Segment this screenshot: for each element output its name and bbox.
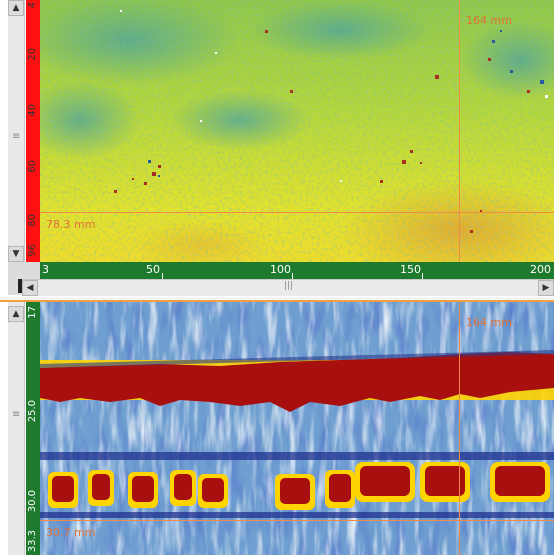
scroll-right-button[interactable]: ▶ bbox=[538, 280, 554, 296]
x-tick: 200 bbox=[530, 263, 551, 276]
y-tick: 25.0 bbox=[27, 400, 38, 423]
cursor-vertical-line[interactable] bbox=[459, 0, 460, 262]
x-tick: 100 bbox=[270, 263, 291, 276]
bscan-vertical-scrollbar[interactable]: ▲ ≡ bbox=[8, 302, 25, 555]
y-tick: 17 bbox=[27, 306, 38, 319]
scroll-left-button[interactable]: ◀ bbox=[22, 280, 38, 296]
cscan-vertical-ruler: 4 20 40 60 80 96 bbox=[26, 0, 40, 262]
bscan-panel: ▲ ≡ 17 25.0 30.0 33.3 bbox=[0, 300, 554, 555]
y-tick: 80 bbox=[27, 214, 38, 227]
y-tick: 30.0 bbox=[27, 490, 38, 513]
cursor-y-label: 30.7 mm bbox=[46, 526, 96, 539]
cursor-x-label: 164 mm bbox=[466, 316, 512, 329]
y-tick: 40 bbox=[27, 104, 38, 117]
y-tick: 4 bbox=[27, 2, 38, 9]
scroll-up-button[interactable]: ▲ bbox=[8, 0, 24, 16]
x-tick: 150 bbox=[400, 263, 421, 276]
cursor-horizontal-line[interactable] bbox=[40, 212, 554, 213]
x-tick-mark bbox=[422, 273, 423, 279]
cscan-heatmap bbox=[40, 0, 554, 262]
cscan-panel: ▲ ≡ ▼ 4 20 40 60 80 96 bbox=[0, 0, 554, 297]
cursor-x-label: 164 mm bbox=[466, 14, 512, 27]
scroll-grip-icon[interactable]: ||| bbox=[284, 281, 294, 291]
cscan-horizontal-ruler: 3 50 100 150 200 bbox=[40, 262, 554, 279]
bscan-vertical-ruler: 17 25.0 30.0 33.3 bbox=[26, 302, 40, 555]
y-tick: 33.3 bbox=[27, 530, 38, 553]
x-tick-mark bbox=[292, 273, 293, 279]
x-tick-mark bbox=[162, 273, 163, 279]
cursor-horizontal-line[interactable] bbox=[40, 520, 554, 521]
scroll-grip-icon[interactable]: ≡ bbox=[12, 409, 21, 420]
bscan-heatmap bbox=[40, 302, 554, 555]
cursor-vertical-line[interactable] bbox=[459, 302, 460, 555]
cursor-y-label: 78.3 mm bbox=[46, 218, 96, 231]
bscan-image[interactable]: 164 mm 30.7 mm bbox=[40, 302, 554, 555]
cscan-image[interactable]: 164 mm 78.3 mm bbox=[40, 0, 554, 262]
y-tick: 96 bbox=[27, 244, 38, 257]
scroll-up-button[interactable]: ▲ bbox=[8, 306, 24, 322]
x-tick: 3 bbox=[42, 263, 49, 276]
scroll-down-button[interactable]: ▼ bbox=[8, 246, 24, 262]
cscan-horizontal-scrollbar[interactable]: ◀ ||| ▶ bbox=[22, 279, 554, 296]
scroll-grip-icon[interactable]: ≡ bbox=[12, 131, 21, 142]
cscan-vertical-scrollbar[interactable]: ▲ ≡ ▼ bbox=[8, 0, 25, 262]
y-tick: 20 bbox=[27, 48, 38, 61]
x-tick: 50 bbox=[146, 263, 160, 276]
y-tick: 60 bbox=[27, 160, 38, 173]
